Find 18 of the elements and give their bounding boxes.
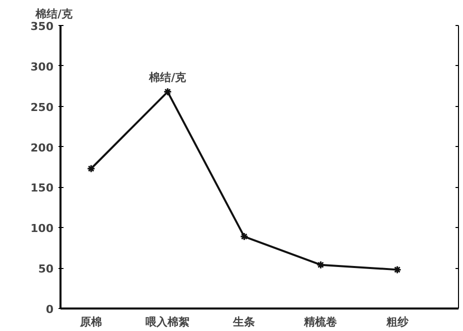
x-tick-label: 精梳卷 xyxy=(303,316,338,328)
y-tick-label: 250 xyxy=(30,100,54,114)
y-tick-label: 0 xyxy=(46,303,54,316)
y-axis-title: 棉结/克 xyxy=(34,8,74,20)
y-tick-label: 200 xyxy=(30,141,54,154)
point xyxy=(316,260,325,270)
series-label: 棉结/克 xyxy=(148,70,188,84)
x-tick-label: 生条 xyxy=(232,316,256,328)
y-tick-label: 150 xyxy=(30,182,54,195)
x-tick-label: 喂入棉絮 xyxy=(146,316,190,328)
x-tick-label: 粗纱 xyxy=(385,316,410,328)
x-tick-label: 原棉 xyxy=(79,316,102,328)
y-tick-label: 300 xyxy=(30,60,54,74)
point xyxy=(240,232,248,241)
point xyxy=(163,88,172,96)
y-tick-label: 50 xyxy=(38,262,54,276)
y-tick-label: 100 xyxy=(30,222,54,236)
y-tick-label: 350 xyxy=(30,20,54,33)
